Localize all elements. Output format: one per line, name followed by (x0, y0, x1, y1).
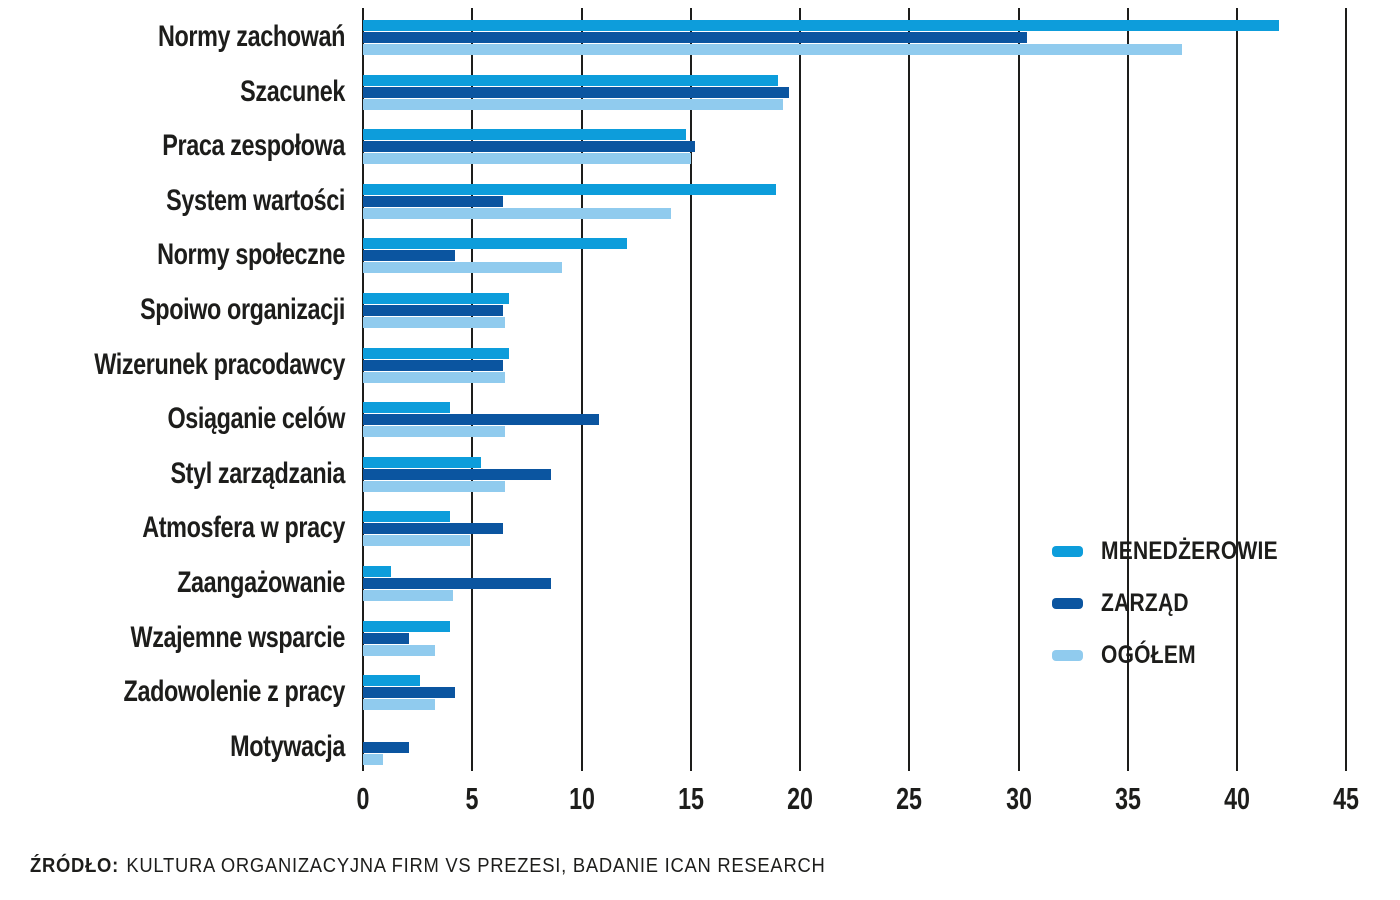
gridline-x-40 (1236, 8, 1238, 771)
gridline-x-25 (908, 8, 911, 771)
legend-swatch-zarzad (1052, 597, 1083, 609)
legend-label-zarzad: ZARZĄD (1101, 588, 1189, 617)
legend-label-ogolem: OGÓŁEM (1101, 640, 1196, 669)
bar-ogółem-12 (363, 644, 436, 656)
bar-menedżerowie-11 (363, 566, 392, 577)
bar-zarząd-5 (363, 250, 455, 262)
bar-zarząd-7 (363, 359, 503, 371)
category-label: Wizerunek pracodawcy (94, 347, 345, 381)
bar-ogółem-14 (363, 753, 383, 765)
x-tick-label-45: 45 (1333, 781, 1360, 816)
gridline-x-15 (689, 8, 692, 771)
bar-zarząd-2 (363, 86, 790, 98)
category-label: Motywacja (230, 729, 345, 763)
bar-ogółem-6 (363, 317, 506, 328)
x-tick-label-40: 40 (1224, 781, 1250, 816)
source-label: ŹRÓDŁO: (30, 855, 119, 877)
category-label: Normy społeczne (157, 238, 345, 272)
bar-ogółem-7 (363, 371, 506, 383)
category-label: Spoiwo organizacji (140, 293, 345, 326)
source-citation: ŹRÓDŁO: KULTURA ORGANIZACYJNA FIRM VS PRE… (30, 855, 826, 878)
category-label: Praca zespołowa (162, 129, 345, 163)
bar-menedżerowie-1 (363, 20, 1279, 31)
category-label: Osiąganie celów (167, 402, 345, 436)
x-tick-label-10: 10 (568, 781, 595, 816)
x-tick-label-30: 30 (1005, 781, 1032, 816)
bar-menedżerowie-2 (363, 74, 779, 86)
bar-ogółem-10 (363, 535, 471, 547)
gridline-x-20 (799, 8, 801, 771)
bar-menedżerowie-6 (363, 293, 510, 304)
bar-ogółem-11 (363, 590, 453, 601)
bar-ogółem-3 (363, 153, 691, 165)
legend-label-menedzerowie: MENEDŻEROWIE (1101, 536, 1278, 565)
bar-menedżerowie-8 (363, 402, 451, 414)
category-label: Styl zarządzania (170, 456, 345, 490)
legend-swatch-menedzerowie (1052, 545, 1083, 557)
bar-ogółem-9 (363, 480, 506, 492)
plot-area (362, 8, 1349, 771)
gridline-x-35 (1126, 8, 1129, 771)
bar-ogółem-1 (363, 44, 1183, 55)
bar-ogółem-2 (363, 98, 783, 110)
x-tick-label-25: 25 (896, 781, 923, 816)
bar-ogółem-4 (363, 207, 672, 219)
legend: MENEDŻEROWIE ZARZĄD OGÓŁEM (1052, 532, 1312, 688)
gridline-x-10 (580, 8, 583, 771)
gridline-x-45 (1345, 8, 1348, 771)
bar-ogółem-13 (363, 699, 436, 711)
source-text: KULTURA ORGANIZACYJNA FIRM VS PREZESI, B… (126, 855, 826, 877)
category-label: Szacunek (240, 74, 345, 108)
bar-zarząd-4 (363, 195, 503, 207)
legend-swatch-ogolem (1052, 649, 1083, 661)
bar-zarząd-10 (363, 523, 503, 535)
bar-menedżerowie-13 (363, 675, 420, 687)
legend-item-zarzad: ZARZĄD (1052, 584, 1312, 622)
bar-menedżerowie-12 (363, 620, 451, 632)
bar-menedżerowie-4 (363, 183, 776, 195)
bar-zarząd-12 (363, 632, 409, 644)
bar-zarząd-6 (363, 305, 503, 316)
bar-ogółem-8 (363, 426, 506, 438)
bar-zarząd-8 (363, 414, 599, 426)
bar-zarząd-3 (363, 141, 696, 153)
bar-menedżerowie-7 (363, 347, 510, 359)
gridline-x-30 (1017, 8, 1020, 771)
category-label: Atmosfera w pracy (142, 511, 345, 545)
gridline-x-5 (471, 8, 474, 771)
bar-zarząd-1 (363, 32, 1028, 43)
bar-zarząd-14 (363, 741, 409, 753)
bar-menedżerowie-5 (363, 238, 628, 250)
x-tick-label-20: 20 (787, 781, 813, 816)
x-tick-label-35: 35 (1114, 781, 1141, 816)
x-tick-label-5: 5 (465, 781, 479, 816)
legend-item-menedzerowie: MENEDŻEROWIE (1052, 532, 1312, 570)
bar-ogółem-5 (363, 262, 562, 274)
gridline-x-0 (362, 8, 364, 771)
bar-menedżerowie-10 (363, 511, 451, 523)
category-label: System wartości (166, 183, 345, 217)
category-label: Zaangażowanie (177, 566, 345, 599)
category-label: Zadowolenie z pracy (123, 675, 346, 709)
bar-zarząd-11 (363, 578, 551, 589)
bar-zarząd-13 (363, 687, 455, 699)
x-tick-label-0: 0 (356, 781, 370, 816)
category-label: Normy zachowań (158, 20, 345, 53)
bar-zarząd-9 (363, 468, 551, 480)
bar-menedżerowie-3 (363, 129, 687, 141)
legend-item-ogolem: OGÓŁEM (1052, 636, 1312, 674)
x-tick-label-15: 15 (677, 781, 704, 816)
bar-menedżerowie-9 (363, 456, 481, 468)
category-label: Wzajemne wsparcie (130, 620, 346, 654)
